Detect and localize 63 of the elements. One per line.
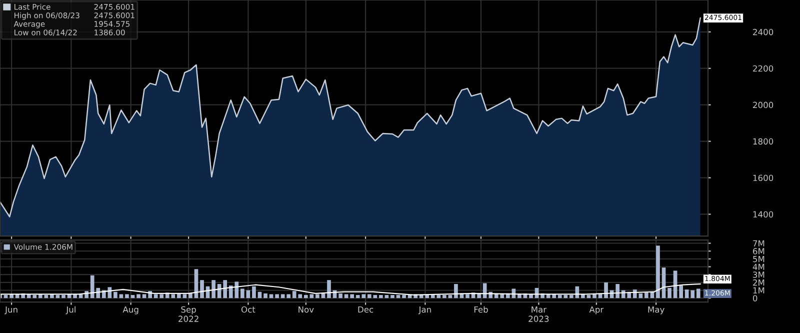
y-tick-label: 6M [753,248,764,254]
line-series [0,283,701,296]
x-tick-label: Apr [589,306,604,314]
y-tick-label: 1600 [753,174,774,182]
bar [188,293,192,298]
y-tick-label: 2200 [753,65,774,72]
bar [136,294,140,298]
x-tick-label: Aug [122,306,138,314]
y-tick-label: 4M [752,264,764,270]
bar [338,293,342,298]
bar [310,294,314,298]
x-tick-label: Jul [66,306,76,314]
y-tick-label: 2000 [753,102,774,108]
bar [604,282,608,298]
x-tick-label: Jun [4,306,18,314]
bar [62,294,66,298]
bar [656,246,660,298]
bar [212,280,216,298]
y-tick-label: 2M [753,279,764,286]
x-tick-label: Oct [241,306,256,313]
y-tick-label: 1M [753,287,764,294]
bar [114,292,118,298]
x-tick-label: Mar 2023 [528,306,549,322]
bar [344,294,348,298]
bar [252,286,256,298]
bar [679,286,683,298]
y-tick-label: 2400 [753,28,774,36]
bar [350,294,354,298]
x-tick-label: Feb [474,306,488,313]
bar [200,280,204,298]
bar [119,294,124,298]
y-tick-label: 1800 [753,138,774,145]
bar [442,294,446,298]
bar [182,294,187,298]
bar [286,294,291,298]
bar [269,294,274,298]
bar [668,288,672,298]
x-tick-label: Sep 2022 [178,306,198,322]
bar [142,294,146,298]
y-tick-label: 1400 [753,211,774,218]
x-tick-label: Nov [298,306,314,313]
bar [264,293,268,298]
bar [454,284,458,298]
bar [304,294,308,298]
bar [280,294,285,298]
bar [644,292,648,298]
bar [390,294,394,298]
y-tick-label: 7M [753,240,764,246]
x-tick-label: Dec [358,306,374,313]
x-tick-label: Jan [418,306,431,314]
bar [379,294,383,298]
bar [696,288,700,298]
y-tick-label: 3M [753,272,764,278]
bar [125,294,129,298]
bar [466,294,470,298]
x-tick-label: May [648,306,664,314]
bar [240,288,244,298]
y-tick-label: 0 [752,295,758,302]
bar [402,294,406,298]
bar [327,280,331,298]
bar [275,294,279,298]
y-tick-label: 5M [753,256,764,262]
bar [316,294,320,298]
